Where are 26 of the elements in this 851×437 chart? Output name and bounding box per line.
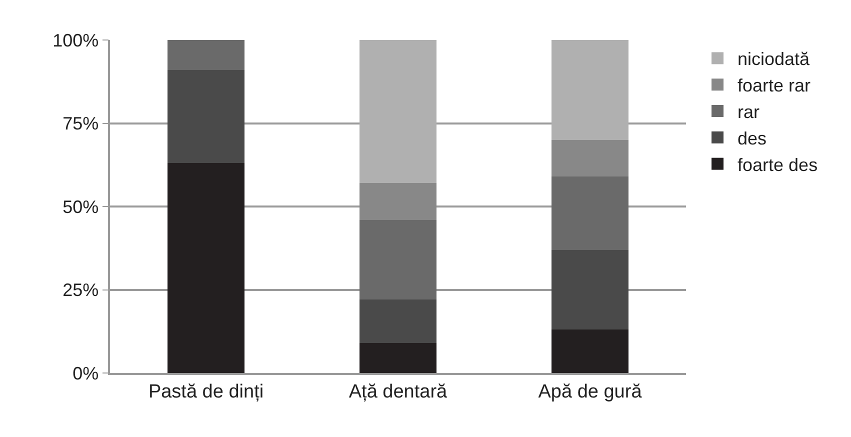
y-tick-label: 100% <box>52 30 99 50</box>
bar <box>360 183 436 220</box>
legend-label: des <box>738 128 767 148</box>
bar <box>360 40 436 184</box>
y-tick-label: 50% <box>62 196 99 217</box>
y-tick-label: 25% <box>62 280 99 300</box>
bar <box>552 140 628 177</box>
bar <box>360 343 436 373</box>
y-tick-label: 75% <box>62 114 99 134</box>
bar <box>552 40 628 140</box>
legend-label: niciodată <box>738 49 811 70</box>
x-tick-label: Ață dentară <box>348 382 448 403</box>
bar <box>360 220 436 300</box>
bar <box>552 250 628 330</box>
legend-label: foarte rar <box>738 76 811 96</box>
bar <box>168 70 244 164</box>
bar <box>552 176 628 250</box>
x-tick-label: Pastă de dinți <box>148 382 264 403</box>
x-tick-label: Apă de gură <box>538 382 642 403</box>
legend-label: rar <box>738 102 760 122</box>
y-tick-label: 0% <box>72 363 99 384</box>
bar <box>168 40 244 70</box>
bar <box>168 163 244 373</box>
legend-label: foarte des <box>738 154 818 175</box>
bar <box>552 330 628 373</box>
bar <box>360 300 436 344</box>
